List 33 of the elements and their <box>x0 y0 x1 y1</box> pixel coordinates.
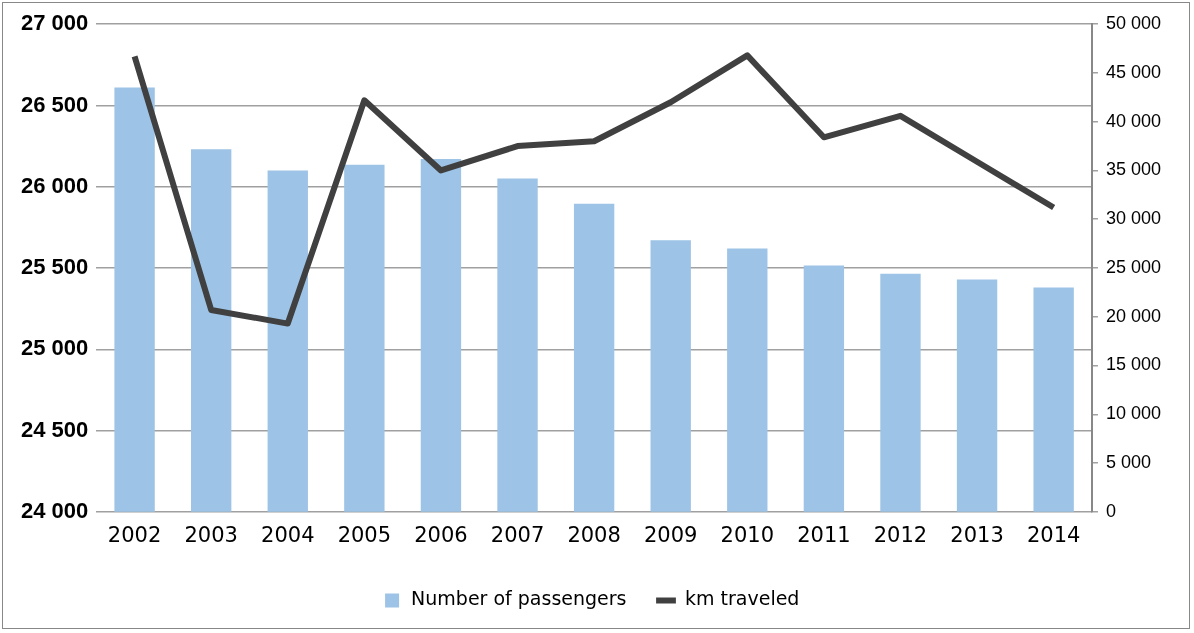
x-tick-label: 2010 <box>720 522 775 547</box>
y2-tick-label: 35 000 <box>1105 159 1162 180</box>
y-tick-label: 24 000 <box>20 497 89 523</box>
x-tick-label: 2011 <box>797 522 851 547</box>
legend-label: Number of passengers <box>411 587 627 610</box>
y2-tick-label: 40 000 <box>1105 110 1162 131</box>
y-tick-label: 27 000 <box>20 10 89 36</box>
y2-tick-label: 15 000 <box>1105 354 1162 375</box>
y2-tick-label: 0 <box>1105 500 1116 521</box>
y-tick-label: 24 500 <box>20 416 89 442</box>
x-tick-label: 2006 <box>414 522 468 547</box>
x-tick-label: 2012 <box>873 522 928 547</box>
y2-tick-label: 25 000 <box>1105 256 1162 277</box>
x-tick-label: 2002 <box>107 522 162 547</box>
x-tick-label: 2004 <box>261 522 315 547</box>
x-tick-label: 2003 <box>184 522 238 547</box>
x-tick-label: 2008 <box>567 522 621 547</box>
x-tick-label: 2013 <box>950 522 1004 547</box>
y2-tick-label: 50 000 <box>1105 13 1162 34</box>
x-tick-label: 2014 <box>1026 522 1081 547</box>
y-tick-label: 25 000 <box>20 335 89 361</box>
y-tick-label: 26 500 <box>20 91 89 117</box>
x-tick-label: 2005 <box>337 522 392 547</box>
y2-tick-label: 30 000 <box>1105 208 1162 229</box>
y2-tick-label: 20 000 <box>1105 305 1162 326</box>
y-tick-label: 25 500 <box>20 254 89 280</box>
x-tick-label: 2007 <box>490 522 545 547</box>
y-tick-label: 26 000 <box>20 172 89 198</box>
x-tick-label: 2009 <box>643 522 698 547</box>
y2-tick-label: 10 000 <box>1105 403 1162 424</box>
y2-tick-label: 5 000 <box>1105 452 1151 473</box>
y2-tick-label: 45 000 <box>1105 61 1162 82</box>
legend-label: km traveled <box>685 587 800 610</box>
